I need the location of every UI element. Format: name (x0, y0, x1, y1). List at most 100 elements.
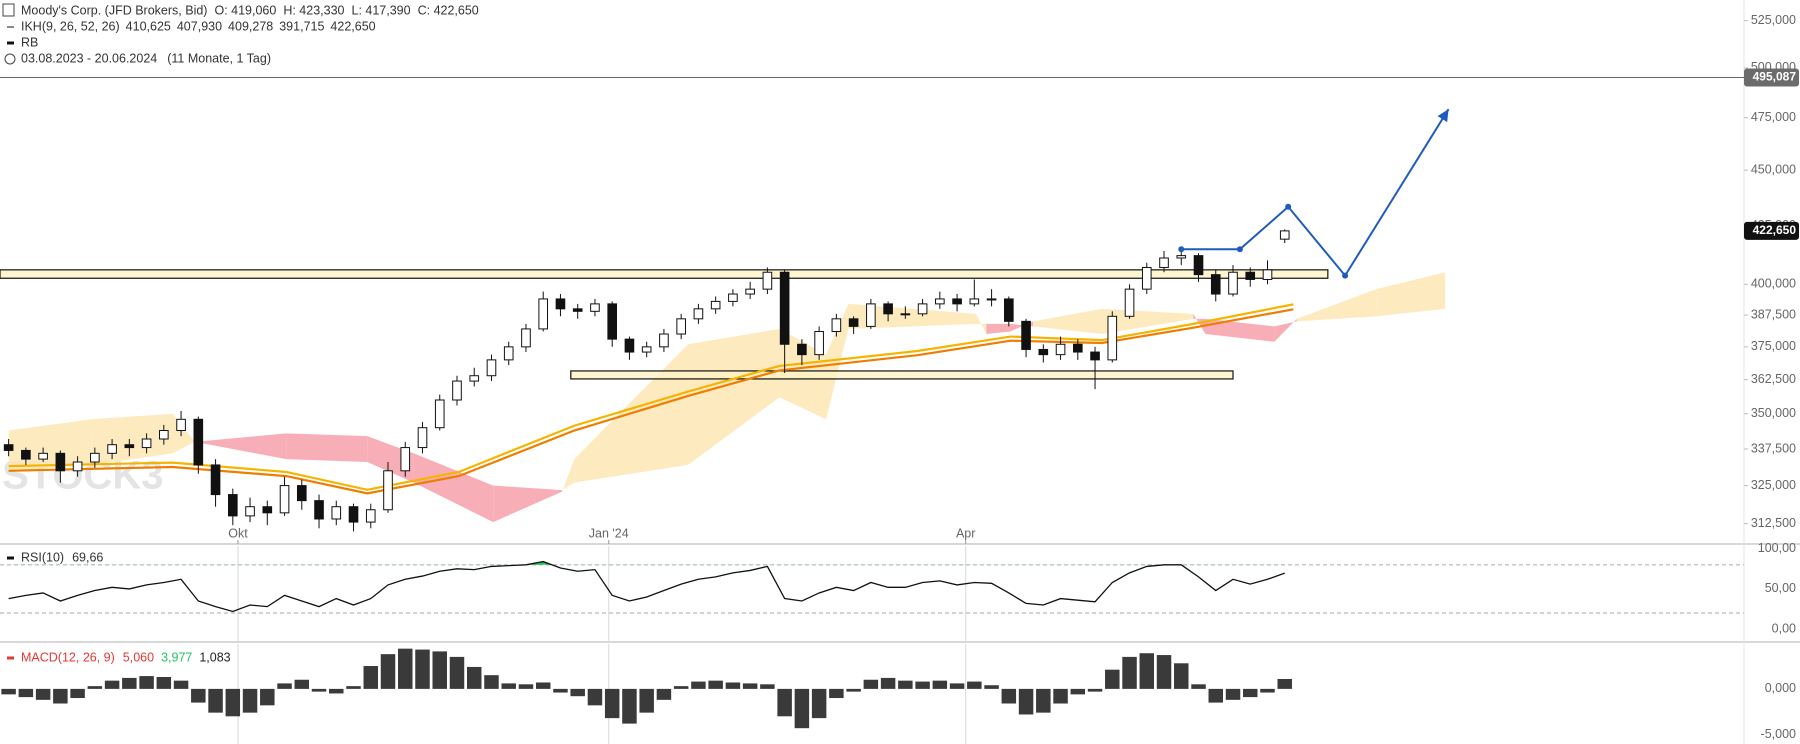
zone (0, 269, 1329, 279)
indicator-value: 409,278 (228, 19, 273, 33)
histogram-bar (1, 688, 16, 695)
candle-body (900, 313, 911, 316)
candle-body (572, 308, 583, 312)
histogram-bar (673, 686, 689, 689)
candle-body (1021, 320, 1031, 350)
histogram-bar (915, 681, 930, 689)
candle-body (624, 338, 635, 353)
histogram-bar (949, 683, 965, 689)
histogram-bar (1001, 688, 1017, 704)
histogram-bar (1087, 688, 1103, 692)
candle-body (227, 494, 238, 517)
candle-body (383, 470, 393, 511)
cloud-segment (1032, 308, 1102, 335)
ohlc-value: O: 419,060 (214, 3, 276, 17)
candle-body (641, 346, 652, 353)
histogram-bar (984, 685, 999, 689)
candle-body (296, 485, 307, 502)
candle-body (314, 500, 324, 520)
histogram-bar (53, 688, 68, 704)
candle-body (1210, 274, 1221, 295)
histogram-bar (794, 688, 810, 729)
candle-body (676, 318, 686, 335)
symbol-icon (2, 3, 15, 17)
candle-body (1279, 230, 1290, 240)
candle-body (400, 447, 411, 472)
histogram-bar (294, 679, 310, 689)
candle-body (486, 359, 497, 377)
candle-body (935, 298, 945, 305)
candle-body (365, 509, 376, 523)
candle-body (659, 333, 669, 348)
indicator-value: 422,650 (330, 19, 375, 33)
candle-body (1159, 257, 1169, 268)
candle-body (176, 418, 186, 432)
histogram-bar (466, 666, 482, 689)
y-tick-label: -5,000 (1761, 727, 1796, 741)
candle-body (555, 298, 566, 310)
candle-body (193, 418, 204, 466)
histogram-bar (380, 654, 396, 689)
y-tick-label: 400,000 (1751, 277, 1796, 291)
histogram-bar (777, 688, 792, 717)
candle-body (866, 303, 876, 327)
candle-body (331, 506, 342, 520)
candle-body (503, 346, 514, 361)
candle-body (986, 298, 997, 301)
candle-body (72, 461, 83, 472)
y-tick-label: 325,000 (1751, 478, 1796, 492)
title: Moody's Corp. (JFD Brokers, Bid) (21, 3, 207, 17)
histogram-bar (191, 688, 206, 703)
y-tick-label: 0,00 (1772, 621, 1796, 635)
cloud-segment (976, 313, 987, 335)
histogram-bar (863, 679, 879, 689)
legend-value: 1,083 (199, 650, 230, 664)
cloud-segment (286, 433, 368, 463)
candle-body (434, 399, 445, 429)
x-tick-label: Jan '24 (589, 526, 629, 540)
candle-body (55, 452, 66, 472)
candle-body (710, 300, 721, 310)
cloud-segment (688, 328, 780, 465)
histogram-bar (691, 681, 706, 689)
histogram-bar (415, 649, 430, 689)
ohlc-value: L: 417,390 (352, 3, 411, 17)
legend-name: MACD(12, 26, 9) (21, 650, 115, 664)
candle-body (262, 506, 273, 514)
x-tick-label: Apr (956, 526, 975, 540)
candle-body (1072, 343, 1083, 353)
histogram-bar (173, 680, 189, 689)
y-tick-label: 475,000 (1751, 110, 1796, 124)
candle-body (1124, 288, 1135, 317)
candle-body (728, 293, 738, 302)
histogram-bar (1243, 688, 1258, 698)
histogram-bar (363, 666, 379, 689)
overlay: RB (21, 35, 38, 49)
candle-body (159, 430, 169, 440)
cloud-segment (194, 433, 287, 460)
histogram-bar (70, 688, 85, 699)
histogram-bar (880, 677, 896, 689)
histogram-bar (1191, 684, 1206, 689)
y-tick-label: 387,500 (1751, 307, 1796, 321)
histogram-bar (311, 688, 327, 692)
indicator-value: 407,930 (177, 19, 222, 33)
histogram-bar (225, 688, 241, 717)
histogram-bar (570, 688, 585, 697)
histogram-bar (1018, 688, 1034, 715)
date-range: 03.08.2023 - 20.06.2024 (21, 51, 157, 65)
moving-average (8, 308, 1294, 495)
candle-body (348, 506, 359, 523)
hline-label: 495,087 (1753, 70, 1797, 84)
candle-body (417, 427, 428, 449)
ohlc-value: H: 423,330 (283, 3, 344, 17)
candle-body (3, 444, 14, 451)
projection-line (1181, 108, 1450, 278)
cloud-segment (562, 459, 575, 492)
candle-body (693, 308, 704, 320)
histogram-bar (967, 681, 982, 689)
candle-body (279, 485, 290, 514)
candle-body (607, 303, 618, 340)
last_price-box (1744, 221, 1799, 240)
histogram-bar (1139, 653, 1155, 689)
